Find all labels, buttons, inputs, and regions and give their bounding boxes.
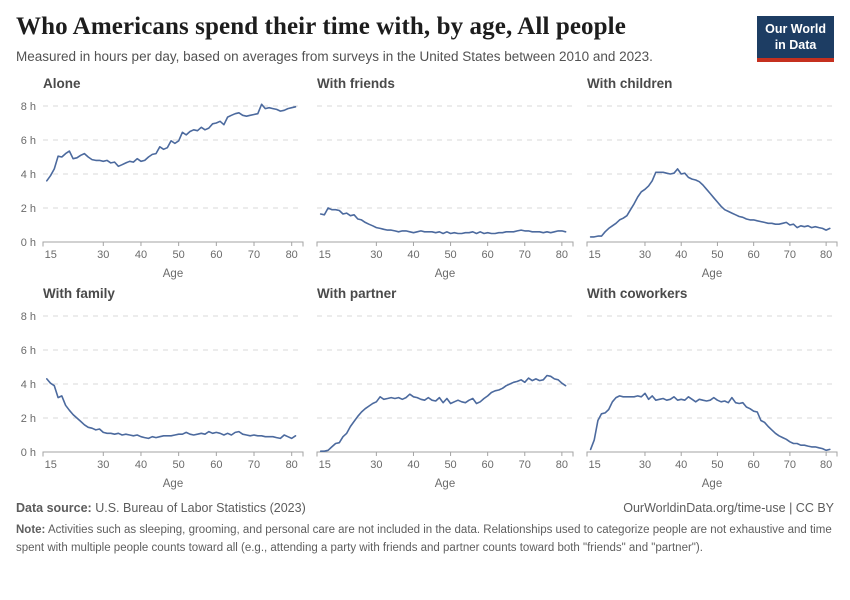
svg-text:2 h: 2 h [21,203,36,215]
svg-text:30: 30 [370,249,382,261]
svg-text:15: 15 [319,459,331,471]
svg-text:70: 70 [248,459,260,471]
facet-title-with-friends: With friends [317,75,395,91]
header-text: Who Americans spend their time with, by … [16,13,745,64]
svg-text:60: 60 [482,249,494,261]
svg-text:15: 15 [319,249,331,261]
data-source-line: Data source: U.S. Bureau of Labor Statis… [16,501,834,515]
svg-text:80: 80 [556,459,568,471]
svg-text:40: 40 [407,459,419,471]
svg-text:30: 30 [97,459,109,471]
data-source-label: Data source: [16,500,92,515]
facet-with-friends: With friends 15 30 40 50 60 70 80 Age [312,76,576,282]
svg-text:2 h: 2 h [21,413,36,425]
footer: Data source: U.S. Bureau of Labor Statis… [0,501,850,558]
chart-title: Who Americans spend their time with, by … [16,13,626,40]
svg-text:40: 40 [135,459,147,471]
svg-text:80: 80 [556,249,568,261]
facet-with-children: With children 15 30 40 50 60 70 80 Age [582,76,840,282]
svg-text:60: 60 [748,459,760,471]
facet-row-bottom: With family 15 30 40 50 60 70 80 0 h 2 h 4 h 6 h 8 h… [10,286,840,492]
facet-title-with-partner: With partner [317,285,397,301]
svg-text:0 h: 0 h [21,237,36,249]
svg-text:50: 50 [173,459,185,471]
owid-logo[interactable]: Our World in Data [757,16,834,63]
svg-text:50: 50 [173,249,185,261]
x-axis-label-with-coworkers: Age [702,478,722,490]
facet-plot-with-coworkers: 15 30 40 50 60 70 80 Age [586,315,838,490]
svg-text:30: 30 [97,249,109,261]
facet-plot-with-partner: 15 30 40 50 60 70 80 Age [316,315,574,490]
svg-text:4 h: 4 h [21,169,36,181]
svg-text:30: 30 [639,459,651,471]
header: Who Americans spend their time with, by … [0,13,850,64]
svg-text:4 h: 4 h [21,379,36,391]
svg-text:40: 40 [407,249,419,261]
owid-logo-line2: in Data [774,37,817,52]
x-axis-label-alone: Age [163,268,183,280]
svg-text:15: 15 [588,249,600,261]
x-axis-label-with-partner: Age [435,478,455,490]
svg-text:30: 30 [639,249,651,261]
svg-text:40: 40 [135,249,147,261]
svg-text:6 h: 6 h [21,135,36,147]
svg-text:80: 80 [820,249,832,261]
svg-text:80: 80 [286,249,298,261]
svg-text:15: 15 [588,459,600,471]
data-source-text: U.S. Bureau of Labor Statistics (2023) [91,500,306,515]
svg-text:8 h: 8 h [21,311,36,323]
svg-text:70: 70 [519,249,531,261]
note-line: Note: Activities such as sleeping, groom… [16,522,834,558]
svg-text:50: 50 [711,459,723,471]
facet-title-with-children: With children [587,75,673,91]
citation-url[interactable]: OurWorldinData.org/time-use [623,500,786,515]
svg-text:40: 40 [675,459,687,471]
facet-with-family: With family 15 30 40 50 60 70 80 0 h 2 h 4 h 6 h 8 h… [10,286,306,492]
citation: OurWorldinData.org/time-use | CC BY [623,501,834,515]
chart-subtitle: Measured in hours per day, based on aver… [16,48,653,64]
data-source: Data source: U.S. Bureau of Labor Statis… [16,501,306,515]
x-axis-label-with-children: Age [702,268,722,280]
svg-text:0 h: 0 h [21,447,36,459]
svg-text:50: 50 [711,249,723,261]
svg-text:50: 50 [444,459,456,471]
svg-text:80: 80 [820,459,832,471]
x-axis-label-with-friends: Age [435,268,455,280]
svg-text:60: 60 [210,249,222,261]
svg-text:15: 15 [45,459,57,471]
svg-text:50: 50 [444,249,456,261]
facet-with-coworkers: With coworkers 15 30 40 50 60 70 80 Age [582,286,840,492]
svg-text:8 h: 8 h [21,101,36,113]
note-text: Activities such as sleeping, grooming, a… [16,523,832,554]
facet-plot-alone: 15 30 40 50 60 70 80 0 h 2 h 4 h 6 h 8 h Age [21,101,304,280]
facet-with-partner: With partner 15 30 40 50 60 70 80 Age [312,286,576,492]
svg-text:70: 70 [784,459,796,471]
facet-plot-with-friends: 15 30 40 50 60 70 80 Age [316,105,574,280]
facet-title-with-family: With family [43,285,115,301]
svg-text:6 h: 6 h [21,345,36,357]
svg-text:70: 70 [248,249,260,261]
svg-text:80: 80 [286,459,298,471]
svg-text:60: 60 [482,459,494,471]
svg-text:60: 60 [748,249,760,261]
svg-text:15: 15 [45,249,57,261]
svg-text:70: 70 [519,459,531,471]
citation-license: | CC BY [785,500,834,515]
svg-text:30: 30 [370,459,382,471]
note-label: Note: [16,523,46,536]
svg-text:70: 70 [784,249,796,261]
facet-plot-with-children: 15 30 40 50 60 70 80 Age [586,105,838,280]
x-axis-label-with-family: Age [163,478,183,490]
owid-logo-line1: Our World [765,22,826,36]
facet-plot-with-family: 15 30 40 50 60 70 80 0 h 2 h 4 h 6 h 8 h Age [21,311,304,490]
facet-title-alone: Alone [43,75,81,91]
svg-text:40: 40 [675,249,687,261]
svg-text:60: 60 [210,459,222,471]
facet-alone: Alone 15 30 40 50 60 70 80 0 h 2 h 4 h 6 h 8 h Age [10,76,306,282]
facet-title-with-coworkers: With coworkers [587,285,688,301]
